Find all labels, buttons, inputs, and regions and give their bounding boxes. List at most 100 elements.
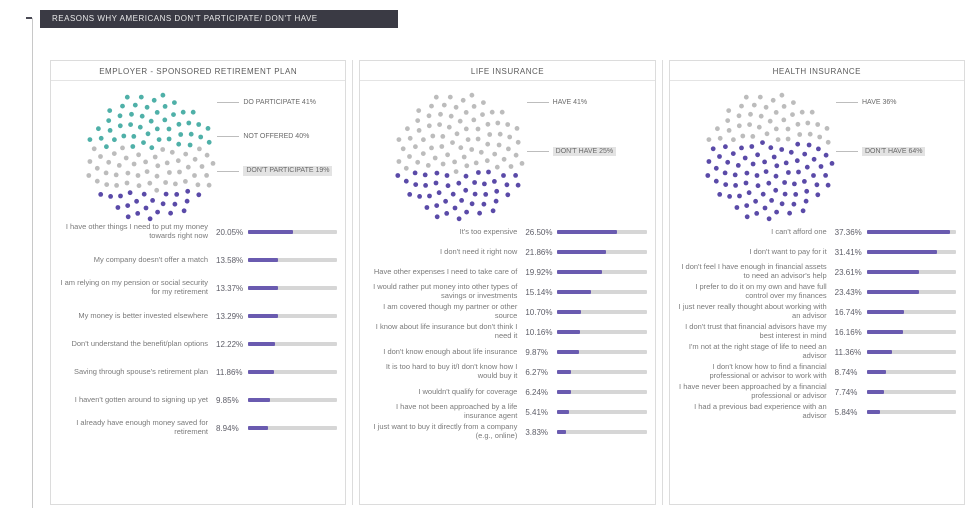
bar-label: I have not been approached by a life ins… [368, 403, 523, 420]
bar-row: I don't need it right now21.86% [368, 243, 646, 261]
bar-label: It is too hard to buy it/I don't know ho… [368, 363, 523, 380]
dot-chart: HAVE 41% DON'T HAVE 25% [360, 81, 654, 231]
legend-item: DON'T HAVE 64% [836, 147, 956, 157]
bar-row: My money is better invested elsewhere13.… [59, 307, 337, 325]
bar-list: It's too expensive26.50% I don't need it … [368, 223, 646, 443]
bar-fill [867, 330, 903, 334]
bar-value: 16.74% [833, 308, 867, 317]
bar-label: Have other expenses I need to take care … [368, 268, 523, 277]
legend-connector [217, 102, 239, 103]
bar-label: I don't know how to find a financial pro… [678, 363, 833, 380]
bar-label: Don't understand the benefit/plan option… [59, 340, 214, 349]
page-title: REASONS WHY AMERICANS DON'T PARTICIPATE/… [40, 10, 398, 28]
legend-connector [217, 171, 239, 172]
bar-value: 12.22% [214, 340, 248, 349]
panel: EMPLOYER - SPONSORED RETIREMENT PLANDO P… [50, 60, 346, 505]
dot-circle [81, 87, 221, 227]
bar-fill [867, 310, 904, 314]
bar-row: I know about life insurance but don't th… [368, 323, 646, 341]
bar-fill [557, 370, 571, 374]
bar-track [557, 290, 646, 294]
bar-label: I just never really thought about workin… [678, 303, 833, 320]
bar-fill [867, 230, 950, 234]
bar-fill [867, 250, 937, 254]
bar-value: 13.37% [214, 284, 248, 293]
bar-track [557, 270, 646, 274]
bar-label: I am covered though my partner or other … [368, 303, 523, 320]
bar-label: I prefer to do it on my own and have ful… [678, 283, 833, 300]
bar-value: 23.61% [833, 268, 867, 277]
bar-label: Saving through spouse's retirement plan [59, 368, 214, 377]
bar-row: My company doesn't offer a match13.58% [59, 251, 337, 269]
bar-label: I don't trust that financial advisors ha… [678, 323, 833, 340]
bar-fill [557, 250, 606, 254]
bar-fill [557, 390, 571, 394]
legend-label: HAVE 41% [553, 99, 588, 107]
bar-row: It's too expensive26.50% [368, 223, 646, 241]
bar-track [248, 230, 337, 234]
bar-track [557, 350, 646, 354]
legend-connector [527, 102, 549, 103]
legend-label: DON'T PARTICIPATE 19% [243, 166, 332, 176]
bar-value: 10.16% [523, 328, 557, 337]
bar-row: I have not been approached by a life ins… [368, 403, 646, 421]
bar-label: I would rather put money into other type… [368, 283, 523, 300]
bar-value: 6.24% [523, 388, 557, 397]
legend-label: DO PARTICIPATE 41% [243, 99, 316, 107]
bar-value: 23.43% [833, 288, 867, 297]
legend-label: DON'T HAVE 64% [862, 147, 925, 157]
bar-value: 15.14% [523, 288, 557, 297]
bar-fill [557, 270, 601, 274]
bar-row: I'm not at the right stage of life to ne… [678, 343, 956, 361]
bar-fill [557, 410, 569, 414]
bar-row: I haven't gotten around to signing up ye… [59, 391, 337, 409]
legend-label: DON'T HAVE 25% [553, 147, 616, 157]
legend-label: NOT OFFERED 40% [243, 133, 309, 141]
bar-track [557, 330, 646, 334]
bar-value: 20.05% [214, 228, 248, 237]
bar-fill [557, 350, 579, 354]
dot-chart: HAVE 36% DON'T HAVE 64% [670, 81, 964, 231]
bar-row: I am relying on my pension or social sec… [59, 279, 337, 297]
panel-title: HEALTH INSURANCE [670, 61, 964, 81]
bar-label: I don't feel I have enough in financial … [678, 263, 833, 280]
bar-fill [248, 314, 278, 318]
bar-row: I don't want to pay for it31.41% [678, 243, 956, 261]
bar-value: 31.41% [833, 248, 867, 257]
legend-item: DO PARTICIPATE 41% [217, 99, 337, 107]
panel-divider [352, 60, 353, 505]
bar-track [867, 250, 956, 254]
bar-fill [248, 258, 278, 262]
bar-fill [867, 270, 920, 274]
bar-value: 5.84% [833, 408, 867, 417]
bar-track [867, 310, 956, 314]
bar-fill [557, 330, 580, 334]
bar-fill [867, 370, 887, 374]
bar-fill [867, 410, 880, 414]
bar-row: I don't know how to find a financial pro… [678, 363, 956, 381]
bar-value: 8.74% [833, 368, 867, 377]
bar-fill [248, 286, 278, 290]
bar-fill [557, 290, 591, 294]
bar-fill [867, 350, 892, 354]
bar-fill [248, 370, 274, 374]
bar-list: I have other things I need to put my mon… [59, 223, 337, 447]
dot-chart: DO PARTICIPATE 41% NOT OFFERED 40% DON'T P… [51, 81, 345, 231]
bar-track [867, 330, 956, 334]
legend-item: NOT OFFERED 40% [217, 133, 337, 141]
bar-track [557, 230, 646, 234]
bar-label: My company doesn't offer a match [59, 256, 214, 265]
bar-fill [248, 426, 268, 430]
bar-label: I'm not at the right stage of life to ne… [678, 343, 833, 360]
bar-label: I don't know enough about life insurance [368, 348, 523, 357]
panel-title: EMPLOYER - SPONSORED RETIREMENT PLAN [51, 61, 345, 81]
legend-connector [836, 151, 858, 152]
bar-label: It's too expensive [368, 228, 523, 237]
bar-track [867, 370, 956, 374]
bar-fill [248, 230, 293, 234]
bar-fill [248, 398, 270, 402]
bar-label: I already have enough money saved for re… [59, 419, 214, 436]
legend-connector [217, 136, 239, 137]
legend-label: HAVE 36% [862, 99, 897, 107]
bar-track [248, 342, 337, 346]
